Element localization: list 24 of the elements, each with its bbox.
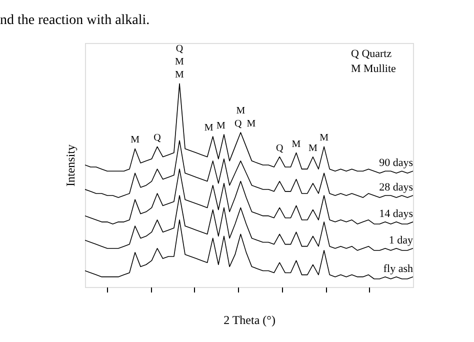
annotation: M [236, 105, 246, 116]
series-label: 28 days [379, 182, 413, 194]
text: M Mullite [351, 63, 396, 75]
series-label: 90 days [379, 157, 413, 170]
text: nd the reaction with alkali. [0, 13, 150, 28]
annotation: Q [154, 132, 162, 144]
series-label: 1 day [388, 234, 414, 246]
series-label: fly ash [383, 262, 414, 275]
annotation: M [216, 120, 226, 132]
annotation: M [246, 118, 256, 130]
series-label: 14 days [379, 208, 413, 220]
annotation: M [204, 122, 214, 134]
annotation: M [320, 132, 329, 144]
annotation: Q [276, 142, 284, 154]
annotation: M [130, 134, 140, 146]
text: M [175, 56, 184, 68]
text: Q Quartz [351, 48, 392, 60]
x-axis-title: 2 Theta (°) [224, 313, 276, 327]
annotation: M [292, 138, 301, 150]
annotation: Q [234, 118, 242, 130]
annotation: M [308, 142, 318, 154]
text: Q [176, 44, 184, 55]
y-axis-title: Intensity [64, 144, 78, 186]
text: M [175, 70, 184, 81]
